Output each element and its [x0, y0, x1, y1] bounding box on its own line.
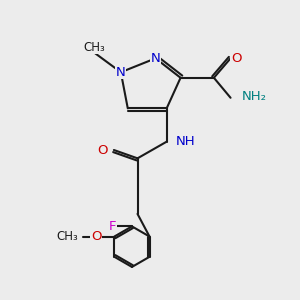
Text: CH₃: CH₃: [83, 41, 105, 54]
Text: N: N: [116, 66, 126, 79]
Text: O: O: [97, 143, 108, 157]
Text: F: F: [109, 220, 116, 233]
Text: NH₂: NH₂: [242, 90, 267, 104]
Text: O: O: [91, 230, 102, 243]
Text: CH₃: CH₃: [56, 230, 78, 243]
Text: NH: NH: [176, 135, 195, 148]
Text: O: O: [231, 52, 242, 65]
Text: N: N: [151, 52, 160, 65]
